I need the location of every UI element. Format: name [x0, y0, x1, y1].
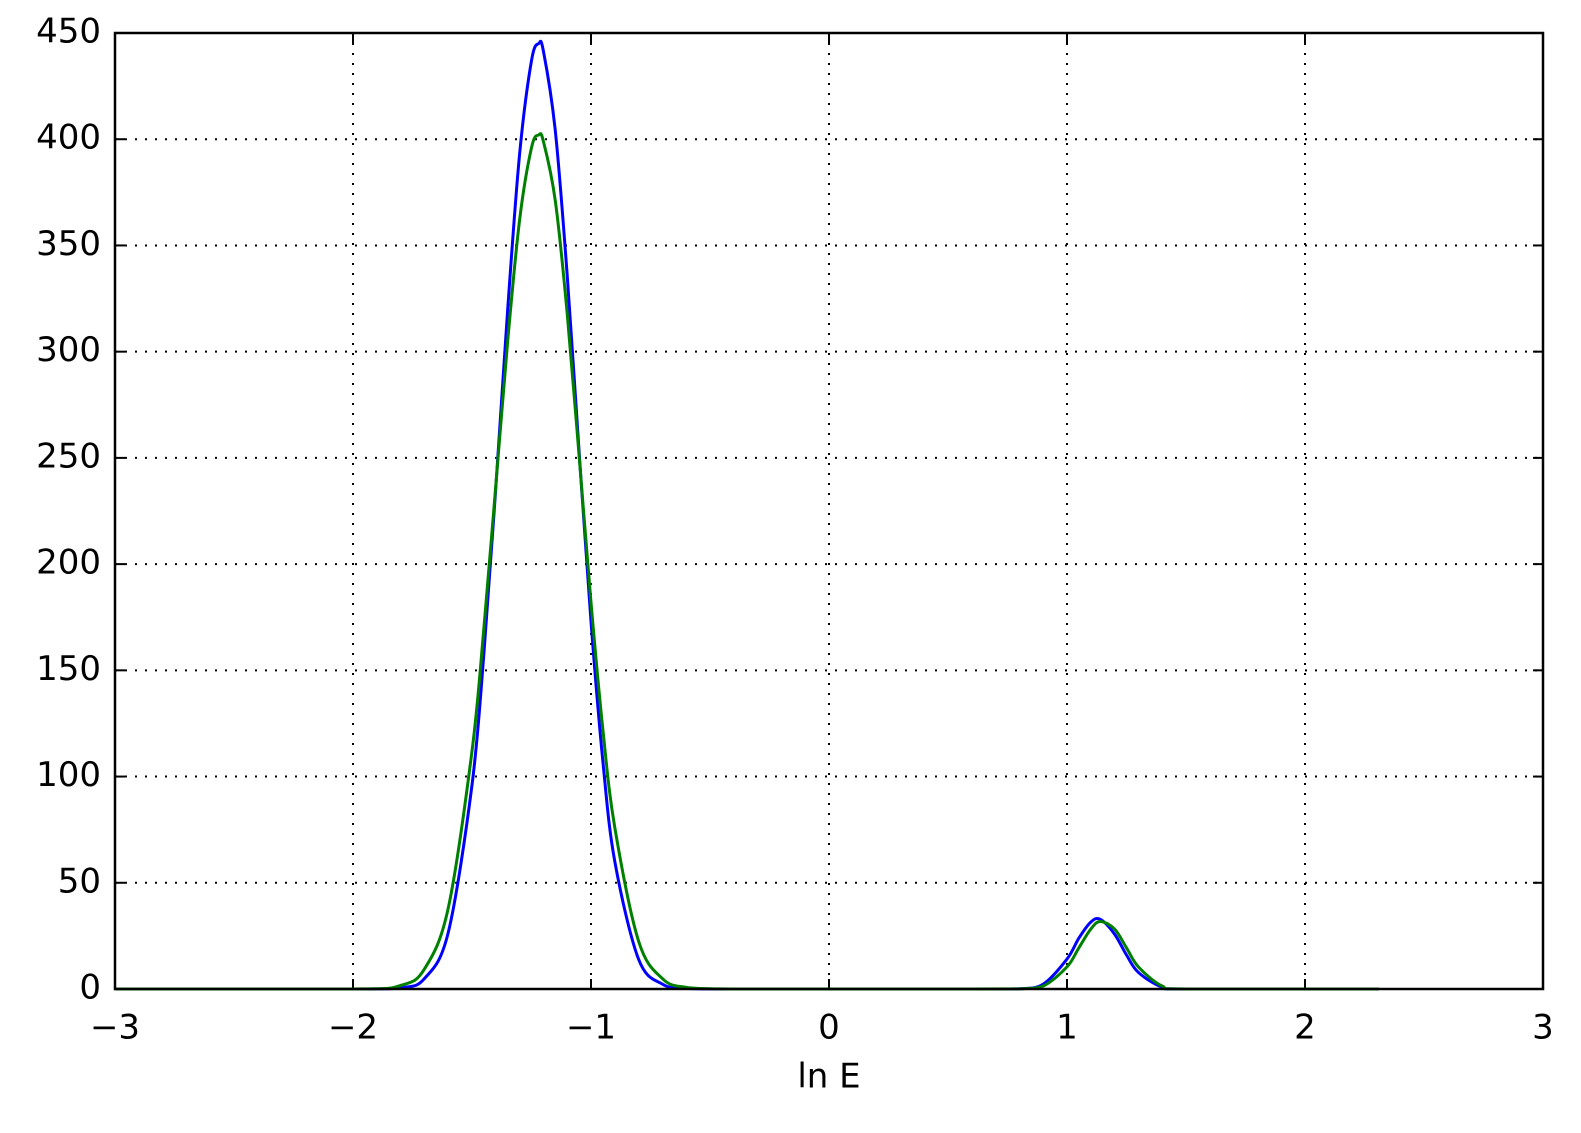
y-tick-label: 200 — [36, 543, 101, 583]
x-axis-label: ln E — [797, 1057, 860, 1097]
x-tick-label: −1 — [566, 1008, 616, 1048]
plot-frame — [113, 31, 1545, 991]
x-tick-label: 0 — [818, 1008, 840, 1048]
x-tick-label: 3 — [1532, 1008, 1554, 1048]
x-tick-label: 2 — [1294, 1008, 1316, 1048]
y-tick-label: 450 — [36, 12, 101, 52]
y-tick-label: 100 — [36, 755, 101, 795]
line-series — [115, 132, 1379, 991]
x-tick-label: −3 — [90, 1008, 140, 1048]
y-tick-label: 250 — [36, 436, 101, 476]
y-tick-label: 400 — [36, 118, 101, 158]
y-tick-label: 50 — [58, 861, 101, 901]
x-tick-label: −2 — [328, 1008, 378, 1048]
y-tick-label: 0 — [79, 968, 101, 1008]
y-tick-label: 350 — [36, 224, 101, 264]
y-tick-label: 300 — [36, 330, 101, 370]
y-tick-label: 150 — [36, 649, 101, 689]
x-tick-label: 1 — [1056, 1008, 1078, 1048]
line-series — [115, 39, 1379, 991]
